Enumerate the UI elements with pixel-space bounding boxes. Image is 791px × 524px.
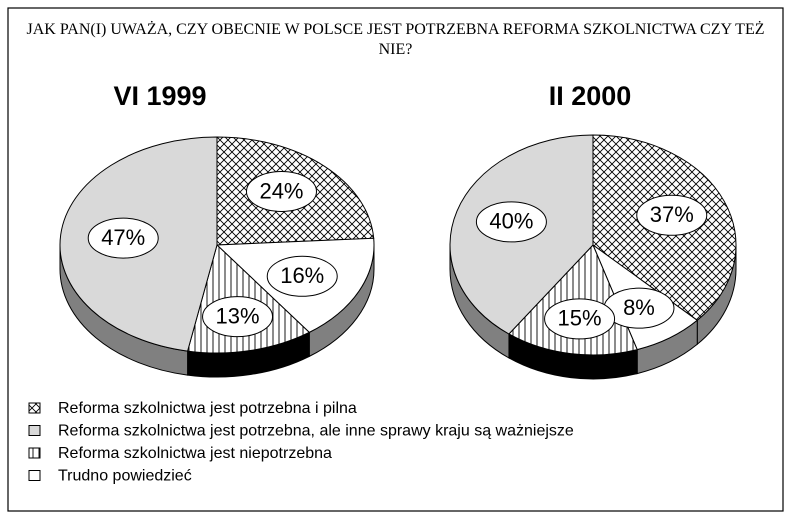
data-label: 16%: [280, 263, 324, 288]
data-label: 37%: [650, 202, 694, 227]
data-label: 40%: [489, 209, 533, 234]
legend-swatch: [28, 470, 41, 481]
data-label: 15%: [558, 306, 602, 331]
label-bubble: [544, 298, 616, 340]
legend-label: Reforma szkolnictwa jest potrzebna, ale …: [58, 423, 574, 440]
label-bubble: [245, 170, 317, 212]
label-bubble: [266, 255, 338, 297]
data-label: 24%: [259, 178, 303, 203]
pie-title: VI 1999: [113, 81, 206, 111]
label-bubble: [87, 217, 159, 259]
legend-swatch: [28, 447, 41, 459]
legend-label: Reforma szkolnictwa jest potrzebna i pil…: [58, 400, 357, 417]
legend-label: Reforma szkolnictwa jest niepotrzebna: [58, 445, 332, 462]
label-bubble: [202, 296, 274, 338]
frame: [7, 7, 784, 512]
legend-label: Trudno powiedzieć: [58, 468, 192, 485]
label-bubble: [475, 201, 547, 243]
legend-swatch: [28, 402, 41, 414]
data-label: 8%: [623, 295, 655, 320]
legend-swatch: [28, 425, 41, 436]
data-label: 47%: [101, 225, 145, 250]
chart-title: JAK PAN(I) UWAŻA, CZY OBECNIE W POLSCE J…: [26, 21, 765, 58]
pie-title: II 2000: [549, 81, 632, 111]
label-bubble: [636, 194, 708, 236]
data-label: 13%: [216, 303, 260, 328]
